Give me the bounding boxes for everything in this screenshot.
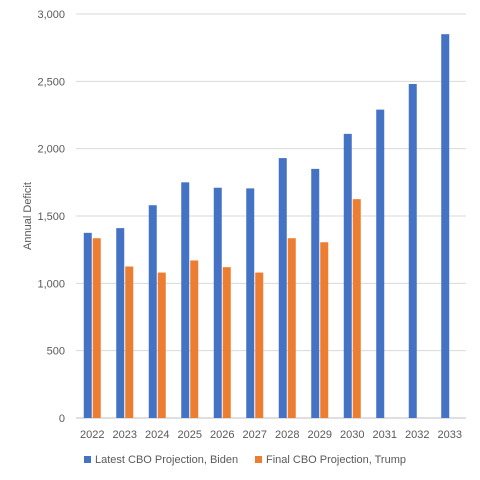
x-tick-label: 2031 [373,429,397,441]
bar-biden [311,168,320,418]
y-tick-label: 1,500 [37,211,65,223]
x-tick-label: 2023 [113,429,137,441]
bar-biden [116,228,125,418]
x-tick-label: 2030 [340,429,364,441]
gridlines [76,13,466,419]
x-tick-labels: 2022 2023 2024 2025 2026 2027 2028 2029 2030 2031… [80,429,462,441]
x-tick-label: 2027 [243,429,267,441]
y-tick-label: 0 [59,413,65,425]
y-tick-label: 2,000 [37,144,65,156]
bars [83,34,450,419]
x-tick-label: 2026 [210,429,234,441]
bar-trump [125,266,134,418]
legend: Latest CBO Projection, Biden Final CBO Pr… [84,454,406,466]
bar-trump [222,267,231,418]
bar-trump [320,242,329,418]
bar-trump [352,199,361,418]
legend-swatch [255,456,262,463]
bar-biden [408,84,417,418]
x-tick-label: 2024 [145,429,169,441]
bar-biden [148,205,157,418]
legend-swatch [84,456,91,463]
legend-label: Final CBO Projection, Trump [266,454,406,466]
bar-biden [181,182,190,418]
bar-biden [213,187,222,418]
bar-biden [441,34,450,418]
bar-trump [255,272,264,418]
x-tick-label: 2032 [405,429,429,441]
bar-trump [190,260,199,418]
y-tick-label: 500 [47,346,65,358]
y-tick-label: 3,000 [37,9,65,21]
bar-biden [278,158,287,419]
y-tick-label: 1,000 [37,278,65,290]
bar-biden [83,232,92,418]
legend-label: Latest CBO Projection, Biden [95,454,238,466]
x-tick-label: 2022 [80,429,104,441]
y-tick-label: 2,500 [37,76,65,88]
y-tick-labels: 0 500 1,000 1,500 2,000 2,500 3,000 [37,9,65,425]
bar-biden [343,133,352,418]
bar-biden [376,109,385,418]
bar-trump [157,272,166,418]
bar-biden [246,188,255,418]
x-tick-label: 2025 [178,429,202,441]
x-tick-label: 2029 [308,429,332,441]
x-tick-label: 2028 [275,429,299,441]
bar-trump [287,238,296,418]
y-axis-title: Annual Deficit [22,182,34,250]
x-tick-label: 2033 [438,429,462,441]
bar-trump [92,238,101,418]
